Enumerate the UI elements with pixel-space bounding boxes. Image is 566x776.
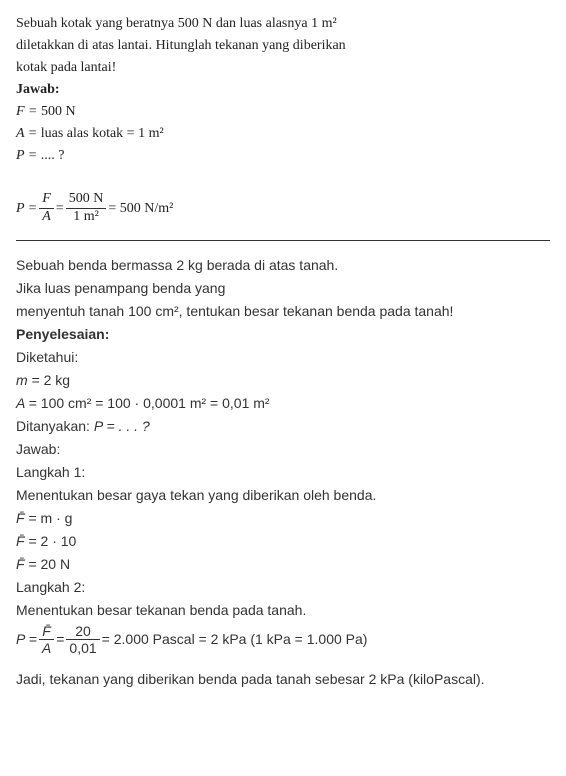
p2-langkah1-desc: Menentukan besar gaya tekan yang diberik… <box>16 485 550 506</box>
p1-eq-lhs: P = <box>16 198 37 219</box>
p2-langkah1-label: Langkah 1: <box>16 462 550 483</box>
problem-separator <box>16 240 550 241</box>
p1-A-value: luas alas kotak = 1 m² <box>41 126 164 141</box>
p1-F-value: 500 N <box>41 104 76 119</box>
p1-given-P: P = .... ? <box>16 145 550 166</box>
p2-question-line3: menyentuh tanah 100 cm², tentukan besar … <box>16 301 550 322</box>
p2-eq-frac2-den: 0,01 <box>66 640 99 657</box>
p1-eq-frac2-den: 1 m² <box>66 209 107 226</box>
p2-F-eq1-val: = m · g <box>28 510 72 526</box>
p2-eq-frac2: 20 0,01 <box>66 623 99 658</box>
p2-eq-frac1-den: A <box>39 640 54 657</box>
p1-question-line2: diletakkan di atas lantai. Hitunglah tek… <box>16 35 550 56</box>
p2-F-eq1-sym: F̄ <box>16 510 28 526</box>
p2-m-value: = 2 kg <box>32 372 71 388</box>
p2-given-m: m = 2 kg <box>16 370 550 391</box>
p2-question-line2: Jika luas penampang benda yang <box>16 278 550 299</box>
p2-F-eq2-val: = 2 · 10 <box>28 533 76 549</box>
p2-langkah2-label: Langkah 2: <box>16 577 550 598</box>
p2-eq-lhs: P = <box>16 629 37 650</box>
p2-F-eq2: F̄ = 2 · 10 <box>16 531 550 552</box>
p2-eq-mid1: = <box>56 629 64 650</box>
p2-F-eq3-val: = 20 N <box>28 556 70 572</box>
p1-jawab-label: Jawab: <box>16 79 550 100</box>
p2-A-symbol: A <box>16 395 29 411</box>
p2-ditanyakan: Ditanyakan: P = . . . ? <box>16 416 550 437</box>
p1-question-line3: kotak pada lantai! <box>16 57 550 78</box>
p2-diketahui-label: Diketahui: <box>16 347 550 368</box>
p2-eq-frac1-num: F̄ <box>39 623 54 641</box>
p1-given-F: F = 500 N <box>16 101 550 122</box>
p1-eq-frac1: F A <box>39 191 54 226</box>
p1-eq-rhs: = 500 N/m² <box>108 198 173 219</box>
p1-eq-frac2: 500 N 1 m² <box>66 191 107 226</box>
p1-equation: P = F A = 500 N 1 m² = 500 N/m² <box>16 191 550 226</box>
p1-eq-frac2-num: 500 N <box>66 191 107 209</box>
p2-jawab-label: Jawab: <box>16 439 550 460</box>
p1-P-symbol: P = <box>16 148 41 163</box>
p2-given-A: A = 100 cm² = 100 · 0,0001 m² = 0,01 m² <box>16 393 550 414</box>
p1-eq-frac1-num: F <box>39 191 54 209</box>
p1-eq-frac1-den: A <box>39 209 54 226</box>
p2-question-line1: Sebuah benda bermassa 2 kg berada di ata… <box>16 255 550 276</box>
p2-m-symbol: m <box>16 372 32 388</box>
p2-A-value: = 100 cm² = 100 · 0,0001 m² = 0,01 m² <box>29 395 270 411</box>
p2-F-eq3-sym: F̄ <box>16 556 28 572</box>
p1-F-symbol: F = <box>16 104 41 119</box>
problem-2: Sebuah benda bermassa 2 kg berada di ata… <box>16 255 550 691</box>
p1-question-line1: Sebuah kotak yang beratnya 500 N dan lua… <box>16 13 550 34</box>
p2-langkah2-desc: Menentukan besar tekanan benda pada tana… <box>16 600 550 621</box>
p1-A-symbol: A = <box>16 126 41 141</box>
problem-1: Sebuah kotak yang beratnya 500 N dan lua… <box>16 13 550 226</box>
p1-eq-mid: = <box>56 198 64 219</box>
p2-F-eq1: F̄ = m · g <box>16 508 550 529</box>
p2-eq-frac2-num: 20 <box>66 623 99 641</box>
p2-eq-frac1: F̄ A <box>39 623 54 658</box>
p2-eq-rhs: = 2.000 Pascal = 2 kPa (1 kPa = 1.000 Pa… <box>102 629 368 650</box>
p1-given-A: A = luas alas kotak = 1 m² <box>16 123 550 144</box>
p2-F-eq3: F̄ = 20 N <box>16 554 550 575</box>
p1-P-value: .... ? <box>41 148 65 163</box>
p2-dit-label: Ditanyakan: <box>16 418 94 434</box>
p2-equation: P = F̄ A = 20 0,01 = 2.000 Pascal = 2 kP… <box>16 623 550 658</box>
p2-dit-value: P = . . . ? <box>94 418 150 434</box>
p2-conclusion: Jadi, tekanan yang diberikan benda pada … <box>16 669 550 690</box>
p2-F-eq2-sym: F̄ <box>16 533 28 549</box>
p2-penyelesaian-label: Penyelesaian: <box>16 324 550 345</box>
